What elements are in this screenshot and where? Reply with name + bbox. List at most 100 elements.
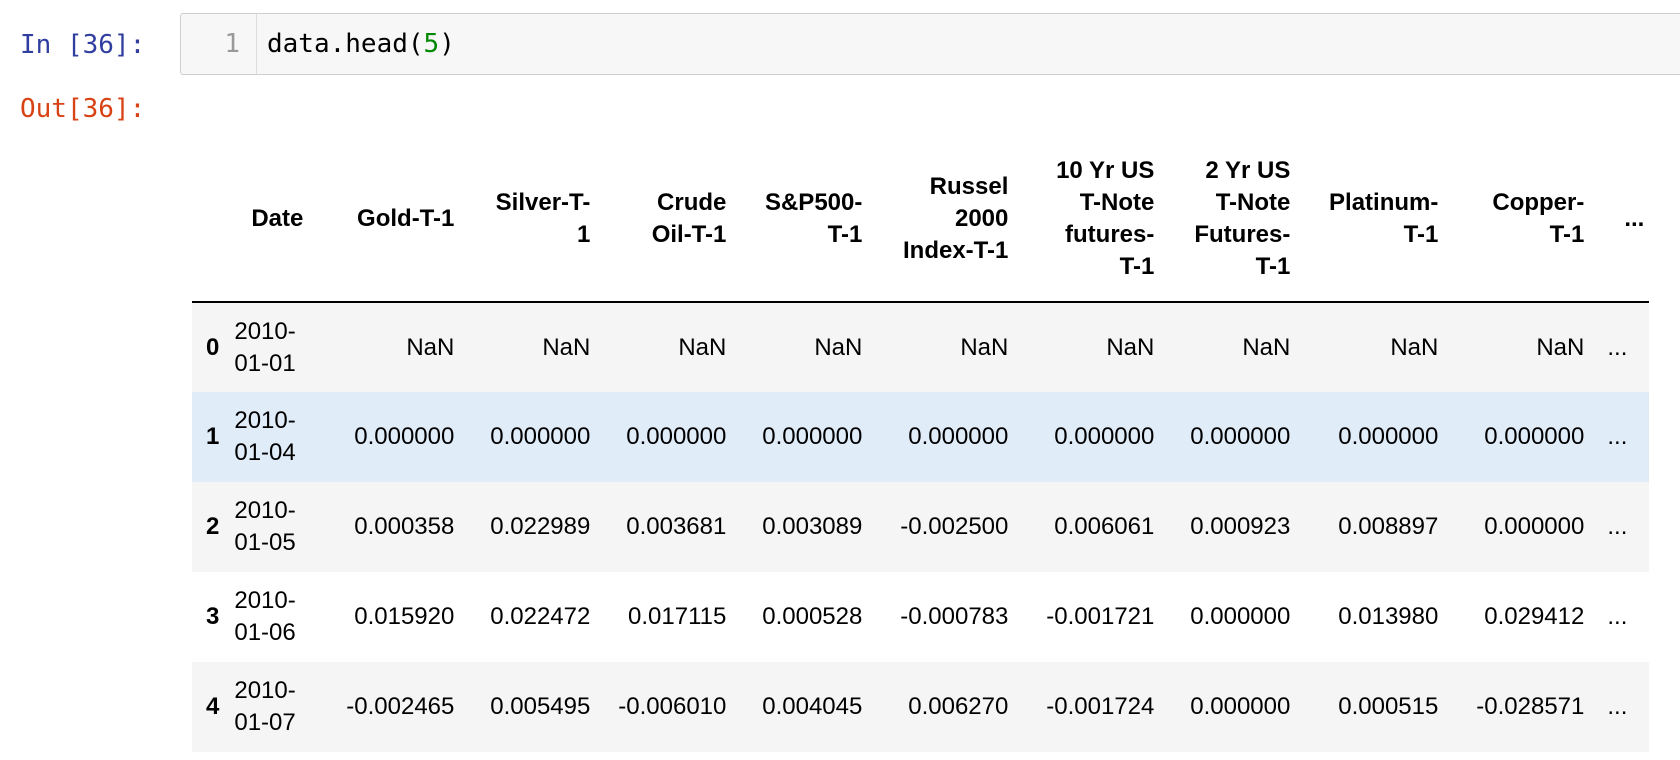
cell-sp500: NaN [814, 333, 863, 361]
column-header-text: T-1 [1255, 252, 1291, 280]
truncated-columns-cell: ... [1607, 423, 1628, 450]
cell-gold: 0.015920 [354, 603, 455, 630]
cell-russel-2000: -0.000783 [900, 603, 1009, 630]
date-text: 2010- [234, 497, 296, 524]
date-text: 01-04 [234, 439, 296, 466]
table-row: 0 2010- 01-01 NaN NaN NaN NaN NaN NaN NaN NaN NaN..… [192, 302, 1650, 392]
column-header-text: T-1 [827, 220, 863, 248]
cell-crude-oil: 0.003681 [626, 513, 727, 540]
date-cell: 2010- 01-07 [229, 662, 325, 752]
truncated-columns-cell: ... [1607, 603, 1628, 630]
code-cell-editor[interactable]: 1 data.head(5) [180, 13, 1680, 75]
column-header-platinum: Platinum- T-1 [1295, 136, 1444, 303]
row-index: 1 [206, 423, 220, 450]
date-cell: 2010- 01-04 [229, 392, 325, 482]
cell-platinum: NaN [1390, 333, 1439, 361]
column-header-text: T-Note [1215, 188, 1291, 216]
cell-russel-2000: -0.002500 [900, 513, 1009, 540]
column-header-more: ... [1589, 136, 1650, 303]
row-index: 4 [206, 693, 220, 720]
cell-10yr-tnote: 0.000000 [1054, 423, 1155, 450]
column-header-10yr-tnote: 10 Yr US T-Note futures- T-1 [1013, 136, 1160, 303]
column-header-text: 1 [577, 220, 591, 248]
column-header-text: Index-T-1 [903, 236, 1009, 264]
table-row: 4 2010- 01-07 -0.002465 0.005495 -0.006010 0.0… [192, 662, 1650, 752]
column-header-2yr-tnote: 2 Yr US T-Note Futures- T-1 [1159, 136, 1296, 303]
cell-crude-oil: 0.017115 [628, 603, 727, 630]
truncated-columns-cell: ... [1607, 513, 1628, 540]
cell-russel-2000: NaN [960, 333, 1009, 361]
header-row: Date Gold-T-1 Silver-T- 1 Crude Oil-T-1 S&P500… [192, 136, 1650, 303]
cell-silver: 0.022472 [490, 603, 591, 630]
column-header-text: futures- [1065, 220, 1155, 248]
column-header-text: Russel [929, 172, 1009, 200]
column-header-date: Date [229, 136, 326, 303]
date-text: 01-07 [234, 709, 296, 736]
cell-silver: 0.000000 [490, 423, 591, 450]
cell-silver: 0.022989 [490, 513, 591, 540]
output-prompt: Out[36]: [20, 94, 146, 124]
cell-silver: NaN [542, 333, 591, 361]
column-header-text: Date [251, 204, 304, 232]
cell-crude-oil: -0.006010 [618, 693, 727, 720]
cell-2yr-tnote: NaN [1242, 333, 1291, 361]
code-text: data.head( [267, 29, 424, 59]
row-index: 0 [206, 333, 220, 361]
truncated-columns-cell: ... [1607, 333, 1628, 361]
cell-platinum: 0.008897 [1338, 513, 1439, 540]
cell-gold: 0.000000 [354, 423, 455, 450]
cell-sp500: 0.000528 [762, 603, 863, 630]
date-text: 01-06 [234, 619, 296, 646]
dataframe-output: Date Gold-T-1 Silver-T- 1 Crude Oil-T-1 S&P500… [192, 136, 1680, 752]
date-text: 2010- [234, 677, 296, 704]
date-text: 2010- [234, 407, 296, 434]
cell-platinum: 0.000515 [1338, 693, 1439, 720]
column-header-text: Copper- [1492, 188, 1585, 216]
row-index: 3 [206, 603, 220, 630]
cell-10yr-tnote: NaN [1106, 333, 1155, 361]
cell-2yr-tnote: 0.000000 [1190, 423, 1291, 450]
cell-2yr-tnote: 0.000923 [1190, 513, 1291, 540]
table-row: 1 2010- 01-04 0.000000 0.000000 0.000000 0.000… [192, 392, 1650, 482]
column-header-text: Gold-T-1 [357, 204, 455, 232]
date-cell: 2010- 01-05 [229, 482, 325, 572]
table-body: 0 2010- 01-01 NaN NaN NaN NaN NaN NaN NaN NaN NaN..… [192, 302, 1650, 752]
cell-copper: NaN [1536, 333, 1585, 361]
column-header-text: T-1 [1549, 220, 1585, 248]
cell-10yr-tnote: 0.006061 [1054, 513, 1155, 540]
table-row: 2 2010- 01-05 0.000358 0.022989 0.003681 0.003… [192, 482, 1650, 572]
column-header-text: Platinum- [1329, 188, 1439, 216]
truncated-columns-cell: ... [1607, 693, 1628, 720]
date-text: 01-01 [234, 349, 296, 377]
table-row: 3 2010- 01-06 0.015920 0.022472 0.017115 0.000… [192, 572, 1650, 662]
column-header-text: 2000 [954, 204, 1009, 232]
column-header-text: Oil-T-1 [651, 220, 727, 248]
cell-platinum: 0.013980 [1338, 603, 1439, 630]
index-header [192, 136, 230, 303]
cell-crude-oil: 0.000000 [626, 423, 727, 450]
column-header-silver: Silver-T- 1 [459, 136, 596, 303]
cell-10yr-tnote: -0.001721 [1046, 603, 1155, 630]
date-text: 2010- [234, 587, 296, 614]
cell-2yr-tnote: 0.000000 [1190, 693, 1291, 720]
column-header-text: T-1 [1119, 252, 1155, 280]
column-header-text: T-Note [1079, 188, 1155, 216]
column-header-text: 2 Yr US [1205, 156, 1291, 184]
cell-russel-2000: 0.006270 [908, 693, 1009, 720]
dataframe-table: Date Gold-T-1 Silver-T- 1 Crude Oil-T-1 S&P500… [192, 136, 1650, 752]
cell-copper: 0.029412 [1484, 603, 1585, 630]
cell-gold: -0.002465 [346, 693, 455, 720]
column-header-text: 10 Yr US [1056, 156, 1155, 184]
cell-sp500: 0.003089 [762, 513, 863, 540]
cell-russel-2000: 0.000000 [908, 423, 1009, 450]
cell-platinum: 0.000000 [1338, 423, 1439, 450]
date-cell: 2010- 01-06 [229, 572, 325, 662]
column-header-text: ... [1624, 204, 1645, 232]
column-header-text: Crude [657, 188, 727, 216]
cell-10yr-tnote: -0.001724 [1046, 693, 1155, 720]
line-number: 1 [181, 14, 257, 74]
code-text-close: ) [439, 29, 455, 59]
column-header-copper: Copper- T-1 [1443, 136, 1590, 303]
code-line[interactable]: data.head(5) [267, 14, 455, 74]
